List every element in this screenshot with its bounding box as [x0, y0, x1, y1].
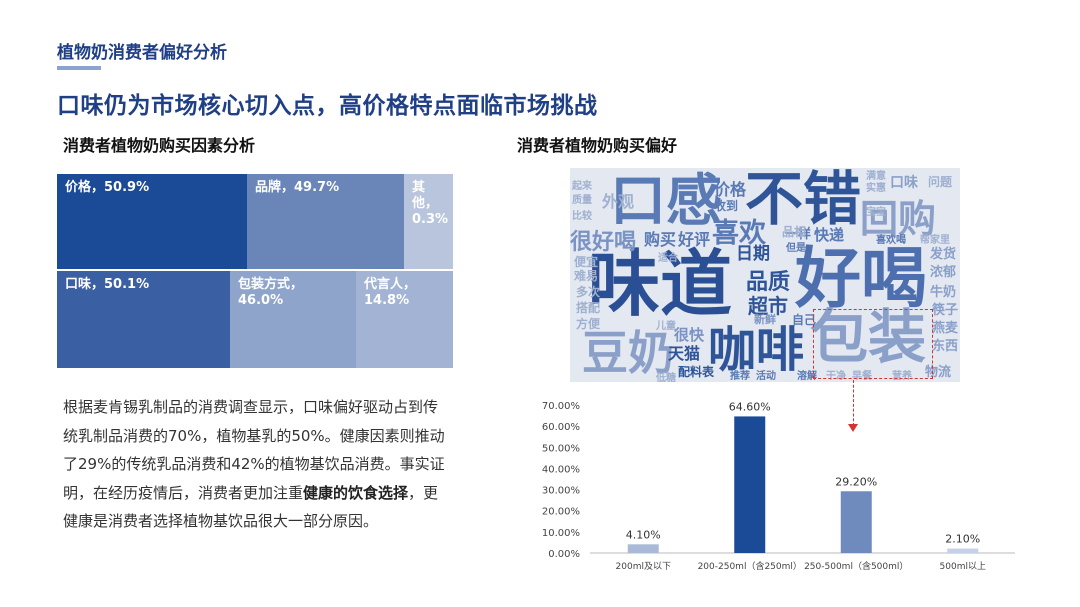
bar: [734, 416, 766, 553]
word: 品质: [746, 270, 791, 295]
word: 早餐: [852, 371, 872, 382]
y-tick-label: 20.00%: [542, 507, 580, 518]
treemap-tile-taste: 口味，50.1%: [57, 271, 230, 368]
word: 推荐: [730, 371, 750, 382]
word: 营养: [892, 371, 912, 382]
word: 包装: [810, 303, 927, 371]
treemap-tile-price: 价格，50.9%: [57, 174, 247, 269]
word: 口味: [890, 175, 918, 191]
y-tick-label: 10.00%: [542, 528, 580, 539]
paragraph-text-1: 根据麦肯锡乳制品的消费调查显示，口味偏好驱动占到传统乳制品消费的70%，植物基乳…: [63, 398, 445, 502]
word: 外观: [602, 192, 635, 211]
x-tick-label: 250-500ml（含500ml）: [804, 560, 908, 572]
word: 喜欢: [712, 218, 766, 249]
treemap-tile-brand: 品牌，49.7%: [247, 174, 404, 269]
word: 价格: [714, 180, 747, 199]
highlight-arrow-line: [853, 380, 854, 426]
word: 自己: [792, 313, 817, 327]
treemap-tile-other: 其他，0.3%: [404, 174, 453, 269]
word: 咖啡: [708, 322, 805, 378]
word: 帮家里: [920, 235, 950, 246]
word: 日期: [736, 244, 770, 264]
word: 很快: [674, 326, 705, 344]
word: 牛奶: [930, 285, 957, 300]
word: 东西: [932, 339, 959, 354]
word: 口感: [610, 169, 722, 234]
word: 干净: [826, 371, 846, 382]
word: 回购: [860, 197, 937, 241]
word: 物流: [925, 365, 952, 380]
word: 质量: [572, 195, 592, 206]
paragraph-text-2: ，更健康是消费者选择植物基饮品很大一部分原因。: [63, 483, 439, 531]
bar: [947, 548, 979, 553]
arrow-down-icon: [848, 424, 858, 432]
word: 起来: [572, 181, 592, 192]
packaging-highlight-box: [813, 309, 933, 379]
word: 难易: [574, 269, 599, 283]
bar: [840, 491, 872, 553]
word: 一样: [785, 227, 812, 242]
word: 味道: [588, 242, 733, 326]
word: 不错: [745, 168, 862, 233]
section-title: 植物奶消费者偏好分析: [57, 43, 227, 63]
word: 满意: [866, 171, 886, 182]
data-label: 4.10%: [626, 528, 661, 541]
word: 多次: [576, 285, 601, 299]
x-tick-label: 200ml及以下: [616, 561, 671, 572]
word: 宝宝: [866, 207, 886, 218]
preference-wordcloud: 口感 不错 回购 味道 好喝 包装 豆奶 咖啡 喜欢 很好喝 品质 超市 价格 …: [570, 168, 960, 382]
word: 溶解: [797, 371, 817, 382]
data-label: 29.20%: [835, 475, 877, 488]
word: 好喝: [795, 240, 927, 317]
word: 方便: [576, 317, 601, 331]
word: 便宜: [574, 255, 599, 269]
y-tick-label: 50.00%: [542, 443, 580, 454]
word: 发货: [930, 247, 957, 262]
treemap-tile-endorser: 代言人，14.8%: [356, 271, 453, 368]
word: 比较: [572, 211, 592, 222]
data-label: 2.10%: [945, 533, 980, 546]
word: 配料表: [678, 365, 715, 379]
word: 浓郁: [930, 265, 957, 280]
treemap-tile-packaging: 包装方式，46.0%: [230, 271, 356, 368]
word: 筷子: [932, 303, 959, 318]
analysis-paragraph: 根据麦肯锡乳制品的消费调查显示，口味偏好驱动占到传统乳制品消费的70%，植物基乳…: [63, 393, 448, 536]
bottle-size-bar-chart: 0.00% 10.00% 20.00% 30.00% 40.00% 50.00% 60.00…: [542, 400, 1015, 572]
word: 超市: [748, 294, 788, 318]
x-tick-label: 200-250ml（含250ml）: [698, 560, 802, 572]
treemap-subtitle: 消费者植物奶购买因素分析: [63, 136, 256, 155]
y-tick-label: 0.00%: [548, 549, 580, 560]
word: 燕麦: [932, 321, 959, 336]
word: 问题: [928, 175, 953, 189]
word: 活动: [756, 371, 776, 382]
y-tick-label: 70.00%: [542, 401, 580, 412]
word: 适合: [658, 253, 678, 264]
word: 好评: [678, 230, 711, 249]
purchase-factor-treemap: 价格，50.9% 品牌，49.7% 其他，0.3% 口味，50.1% 包装方式，…: [57, 174, 453, 368]
word: 收到: [714, 199, 739, 213]
x-tick-label: 500ml以上: [940, 561, 986, 572]
word: 快递: [814, 226, 845, 244]
bar: [627, 544, 659, 553]
word: 购买: [644, 230, 677, 249]
word: 实惠: [866, 183, 886, 194]
y-tick-label: 40.00%: [542, 464, 580, 475]
word: 豆奶: [582, 326, 674, 380]
wordcloud-subtitle: 消费者植物奶购买偏好: [517, 136, 678, 155]
word: 搭配: [576, 301, 601, 315]
word: 新鲜: [754, 313, 776, 326]
data-label: 64.60%: [729, 400, 771, 413]
word: 但是: [786, 243, 806, 254]
word: 天猫: [668, 344, 701, 363]
title-underline: [57, 66, 101, 70]
paragraph-bold: 健康的饮食选择: [303, 483, 409, 502]
word: 喜欢喝: [876, 235, 906, 246]
word: 低糖: [656, 373, 676, 383]
word: 儿童: [656, 321, 676, 332]
y-tick-label: 60.00%: [542, 422, 580, 433]
y-tick-label: 30.00%: [542, 486, 580, 497]
page-headline: 口味仍为市场核心切入点，高价格特点面临市场挑战: [57, 93, 598, 119]
word: 很好喝: [570, 230, 637, 255]
word: 品相: [782, 225, 807, 239]
